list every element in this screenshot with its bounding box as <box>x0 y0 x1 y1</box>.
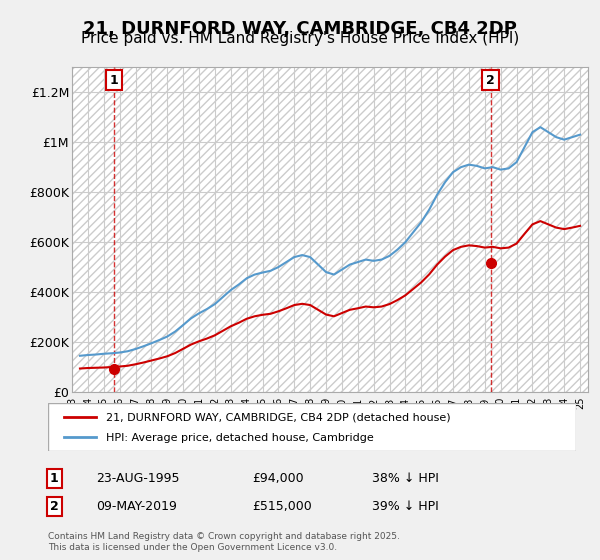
Text: 23-AUG-1995: 23-AUG-1995 <box>96 472 179 486</box>
Text: £94,000: £94,000 <box>252 472 304 486</box>
Text: 1: 1 <box>50 472 58 486</box>
Text: 09-MAY-2019: 09-MAY-2019 <box>96 500 177 514</box>
Text: 2: 2 <box>50 500 58 514</box>
Text: Price paid vs. HM Land Registry's House Price Index (HPI): Price paid vs. HM Land Registry's House … <box>81 31 519 46</box>
Text: £515,000: £515,000 <box>252 500 312 514</box>
Text: 1: 1 <box>110 74 118 87</box>
Text: 38% ↓ HPI: 38% ↓ HPI <box>372 472 439 486</box>
Text: Contains HM Land Registry data © Crown copyright and database right 2025.
This d: Contains HM Land Registry data © Crown c… <box>48 532 400 552</box>
Text: 21, DURNFORD WAY, CAMBRIDGE, CB4 2DP: 21, DURNFORD WAY, CAMBRIDGE, CB4 2DP <box>83 20 517 38</box>
Text: HPI: Average price, detached house, Cambridge: HPI: Average price, detached house, Camb… <box>106 433 374 444</box>
Text: 21, DURNFORD WAY, CAMBRIDGE, CB4 2DP (detached house): 21, DURNFORD WAY, CAMBRIDGE, CB4 2DP (de… <box>106 413 451 422</box>
Text: 39% ↓ HPI: 39% ↓ HPI <box>372 500 439 514</box>
FancyBboxPatch shape <box>48 403 576 451</box>
Text: 2: 2 <box>486 74 495 87</box>
